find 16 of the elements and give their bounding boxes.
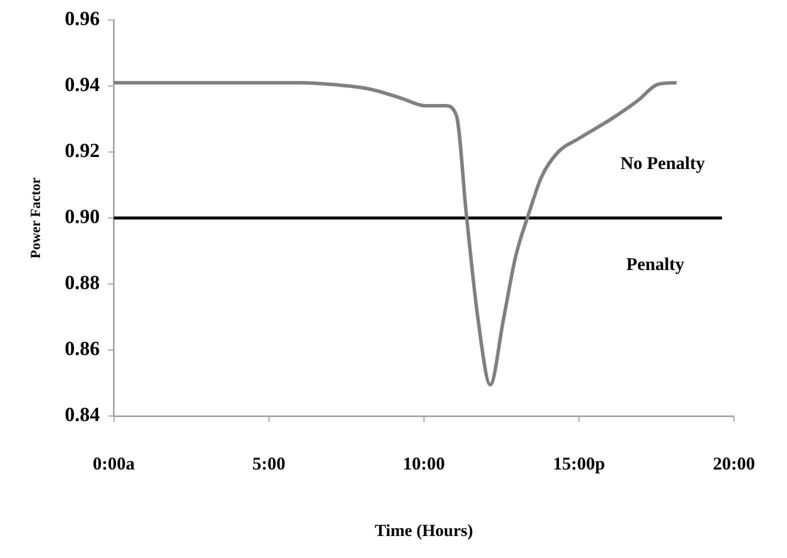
x-tick-label: 5:00	[252, 453, 286, 474]
y-tick-label: 0.88	[64, 272, 100, 294]
y-tick-label: 0.92	[64, 140, 100, 162]
annotation: Penalty	[626, 254, 684, 274]
x-tick-label: 0:00a	[92, 453, 135, 474]
x-tick-label: 15:00p	[552, 453, 605, 474]
y-tick-label: 0.84	[64, 404, 100, 426]
x-tick-label: 10:00	[402, 453, 445, 474]
x-tick-label: 20:00	[713, 453, 756, 474]
annotation: No Penalty	[620, 153, 705, 174]
y-tick-label: 0.94	[64, 74, 100, 96]
y-tick-label: 0.86	[64, 338, 100, 360]
y-tick-label: 0.90	[64, 206, 100, 228]
y-axis-title: Power Factor	[29, 178, 44, 258]
x-axis-title: Time (Hours)	[374, 521, 474, 540]
y-tick-label: 0.96	[64, 8, 100, 30]
